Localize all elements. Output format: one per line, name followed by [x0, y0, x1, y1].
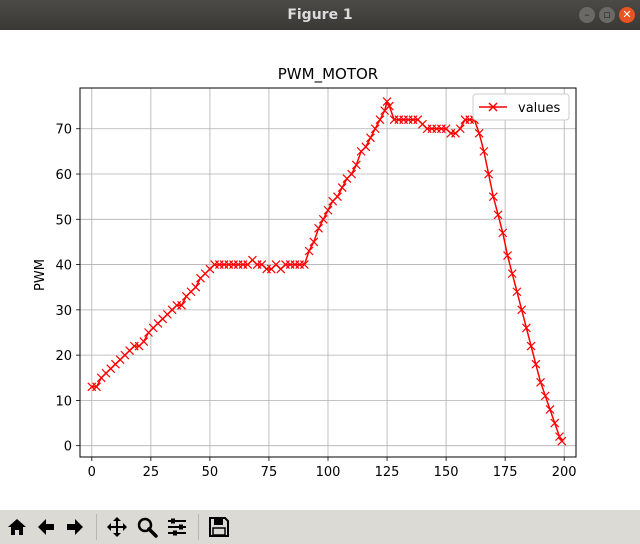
x-tick-label: 75	[261, 465, 278, 480]
data-point-marker	[314, 223, 323, 233]
legend-marker	[488, 102, 498, 112]
x-tick-label: 125	[375, 465, 400, 480]
data-point-marker	[299, 260, 309, 270]
toolbar-separator	[96, 514, 97, 540]
data-point-marker	[177, 300, 186, 310]
data-point-marker	[521, 323, 531, 333]
data-point-marker	[384, 101, 394, 111]
sliders-icon	[168, 518, 186, 536]
legend-label: values	[518, 101, 561, 116]
series-layer	[87, 97, 567, 446]
maximize-button[interactable]: ▫	[599, 7, 615, 23]
data-point-marker	[366, 133, 375, 143]
data-point-marker	[351, 160, 361, 170]
data-point-marker	[503, 251, 512, 260]
y-tick-label: 40	[55, 259, 72, 274]
data-point-marker	[488, 192, 498, 202]
legend-box	[472, 93, 570, 121]
grid-layer	[80, 88, 576, 457]
y-tick-label: 50	[55, 213, 72, 228]
data-point-marker	[536, 377, 545, 387]
data-point-marker	[484, 169, 494, 179]
series-line	[91, 100, 563, 442]
data-point-marker	[139, 337, 149, 346]
x-tick-label: 175	[493, 465, 518, 480]
home-button[interactable]	[4, 513, 30, 541]
data-point-marker	[455, 124, 465, 134]
data-point-marker	[323, 205, 333, 215]
toolbar-separator	[198, 514, 199, 540]
data-point-marker	[526, 341, 536, 351]
data-point-marker	[318, 214, 328, 224]
window-titlebar: Figure 1 – ▫ ✕	[0, 0, 640, 30]
data-point-marker	[333, 192, 342, 202]
window-title: Figure 1	[287, 7, 353, 23]
data-point-marker	[361, 142, 371, 152]
chart-title: PWM_MOTOR	[278, 65, 378, 84]
move-icon	[107, 517, 127, 537]
data-point-marker	[545, 405, 555, 414]
navigation-toolbar	[0, 510, 640, 544]
tick-layer: 0 25 50 75 100 125 150 175 200 0 10 20 30 40 50 60 70	[55, 123, 576, 480]
data-point-marker	[92, 382, 101, 392]
close-button[interactable]: ✕	[619, 7, 635, 23]
data-point-marker	[517, 305, 527, 315]
x-tick-label: 100	[316, 465, 341, 480]
data-point-marker	[337, 183, 347, 193]
zoom-button[interactable]	[134, 513, 160, 541]
forward-button[interactable]	[62, 513, 88, 541]
pan-button[interactable]	[104, 513, 130, 541]
y-tick-label: 10	[55, 394, 72, 409]
data-point-marker	[557, 436, 567, 446]
figure-canvas[interactable]: PWM_MOTOR PWM 0 25 50 75 100 125 150 175 200 0 10 2…	[0, 30, 640, 510]
data-point-marker	[375, 115, 385, 125]
pwm-chart: PWM_MOTOR PWM 0 25 50 75 100 125 150 175 200 0 10 2…	[33, 65, 577, 480]
plot-area-frame	[79, 87, 577, 458]
data-point-marker	[479, 146, 489, 156]
data-point-marker	[370, 124, 380, 134]
data-point-marker	[498, 228, 508, 238]
minimize-button[interactable]: –	[579, 7, 595, 23]
x-tick-label: 25	[143, 465, 160, 480]
data-point-marker	[555, 432, 564, 442]
x-tick-label: 50	[202, 465, 219, 480]
y-tick-label: 60	[55, 168, 72, 183]
data-point-marker	[512, 287, 522, 297]
data-point-marker	[540, 391, 550, 401]
data-point-marker	[347, 169, 357, 179]
x-tick-label: 150	[434, 465, 459, 480]
data-point-marker	[309, 237, 319, 247]
y-tick-label: 30	[55, 304, 72, 319]
data-point-marker	[531, 359, 541, 369]
data-point-marker	[191, 282, 201, 292]
y-tick-label: 20	[55, 349, 72, 364]
home-icon	[8, 519, 26, 535]
configure-subplots-button[interactable]	[164, 513, 190, 541]
save-button[interactable]	[206, 513, 232, 541]
data-point-marker	[382, 97, 392, 107]
data-point-marker	[474, 128, 484, 138]
save-icon	[209, 517, 229, 537]
arrow-left-icon	[38, 519, 54, 535]
back-button[interactable]	[33, 513, 59, 541]
arrow-right-icon	[67, 519, 83, 535]
chart-legend: values	[472, 93, 570, 121]
data-point-marker	[493, 210, 503, 220]
data-point-marker	[304, 246, 314, 256]
y-tick-label: 0	[64, 440, 72, 455]
data-point-marker	[507, 269, 517, 279]
zoom-icon	[137, 517, 158, 538]
y-axis-label: PWM	[33, 259, 48, 291]
x-tick-label: 0	[88, 465, 96, 480]
data-point-marker	[550, 418, 560, 428]
y-tick-label: 70	[55, 123, 72, 138]
x-tick-label: 200	[552, 465, 577, 480]
